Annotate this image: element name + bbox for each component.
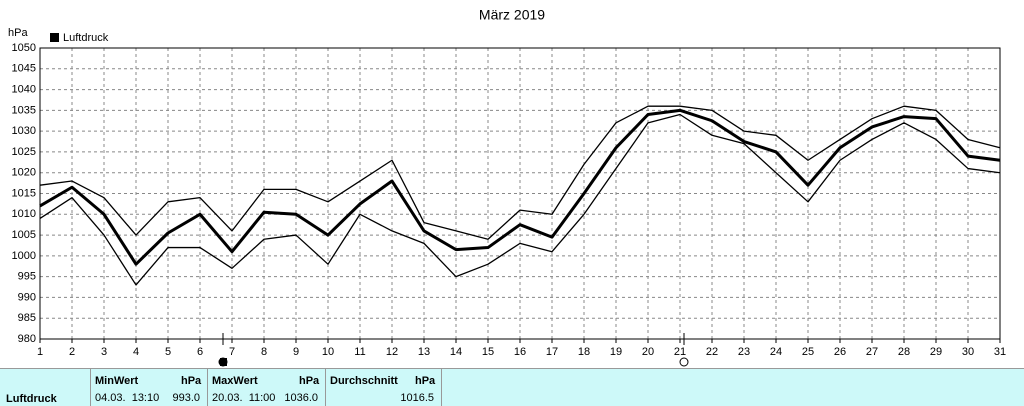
- x-tick-label: 14: [450, 346, 462, 358]
- y-tick-label: 1045: [12, 63, 36, 75]
- x-tick-label: 13: [418, 346, 430, 358]
- plot-frame: [39, 47, 1001, 340]
- y-tick-label: 990: [18, 291, 36, 303]
- x-tick-label: 9: [293, 346, 299, 358]
- x-tick-label: 17: [546, 346, 558, 358]
- x-tick-label: 12: [386, 346, 398, 358]
- x-tick-label: 16: [514, 346, 526, 358]
- y-tick-label: 1020: [12, 167, 36, 179]
- value: 1036.0: [284, 392, 318, 404]
- time: 20.03. 11:00: [212, 392, 276, 404]
- y-tick-label: 1000: [12, 250, 36, 262]
- separator: [90, 369, 91, 406]
- series-line: [39, 113, 1001, 286]
- x-tick-label: 28: [898, 346, 910, 358]
- legend-swatch: [50, 33, 59, 42]
- x-tick-label: 18: [578, 346, 590, 358]
- x-tick-label: 7: [229, 346, 235, 358]
- x-tick-label: 2: [69, 346, 75, 358]
- x-tick-label: 29: [930, 346, 942, 358]
- x-tick-label: 8: [261, 346, 267, 358]
- x-tick-label: 3: [101, 346, 107, 358]
- separator: [207, 369, 208, 406]
- summary-bar: Luftdruck MinWert hPa 04.03. 13:10 993.0 Max…: [0, 368, 1024, 406]
- chart: März 2019 hPa 98098599099510001005101010…: [8, 7, 1006, 367]
- x-tick-label: 20: [642, 346, 654, 358]
- moon-new: [679, 357, 689, 367]
- x-tick-label: 21: [674, 346, 686, 358]
- column-unit: hPa: [299, 375, 320, 387]
- x-tick-label: 4: [133, 346, 139, 358]
- column-unit: hPa: [181, 375, 202, 387]
- x-tick-label: 1: [37, 346, 43, 358]
- chart-title: März 2019: [479, 7, 545, 23]
- time: 04.03. 13:10: [95, 392, 160, 404]
- x-tick-label: 22: [706, 346, 718, 358]
- value: 1016.5: [400, 392, 434, 404]
- x-tick-label: 15: [482, 346, 494, 358]
- separator: [325, 369, 326, 406]
- y-tick-label: 1035: [12, 104, 36, 116]
- x-tick-label: 5: [165, 346, 171, 358]
- x-tick-label: 11: [354, 346, 365, 358]
- value: 993.0: [172, 392, 200, 404]
- x-tick-label: 26: [834, 346, 846, 358]
- x-tick-label: 10: [322, 346, 334, 358]
- y-axis-label: hPa: [8, 27, 28, 39]
- x-tick-label: 27: [866, 346, 878, 358]
- separator: [441, 369, 442, 406]
- x-tick-label: 23: [738, 346, 750, 358]
- y-tick-label: 1015: [12, 187, 36, 199]
- y-tick-label: 1005: [12, 229, 36, 241]
- x-tick-label: 31: [994, 346, 1006, 358]
- summary-label: Luftdruck: [6, 393, 57, 405]
- y-tick-label: 1025: [12, 146, 36, 158]
- column-header: Durchschnitt: [330, 375, 398, 387]
- column-unit: hPa: [415, 375, 436, 387]
- x-tick-label: 25: [802, 346, 814, 358]
- series-line: [39, 105, 1001, 240]
- y-tick-label: 985: [18, 312, 36, 324]
- y-tick-label: 1050: [12, 42, 36, 54]
- y-tick-label: 1040: [12, 83, 36, 95]
- column-header: MinWert: [95, 375, 139, 387]
- y-tick-label: 995: [18, 271, 36, 283]
- legend-label: Luftdruck: [63, 32, 109, 44]
- x-tick-label: 24: [770, 346, 782, 358]
- x-tick-label: 19: [610, 346, 622, 358]
- column-header: MaxWert: [212, 375, 258, 387]
- x-tick-label: 30: [962, 346, 974, 358]
- series-line: [39, 108, 1001, 266]
- y-tick-label: 980: [18, 333, 36, 345]
- x-tick-label: 6: [197, 346, 203, 358]
- moon-full: [218, 357, 228, 367]
- y-tick-label: 1030: [12, 125, 36, 137]
- y-tick-label: 1010: [12, 208, 36, 220]
